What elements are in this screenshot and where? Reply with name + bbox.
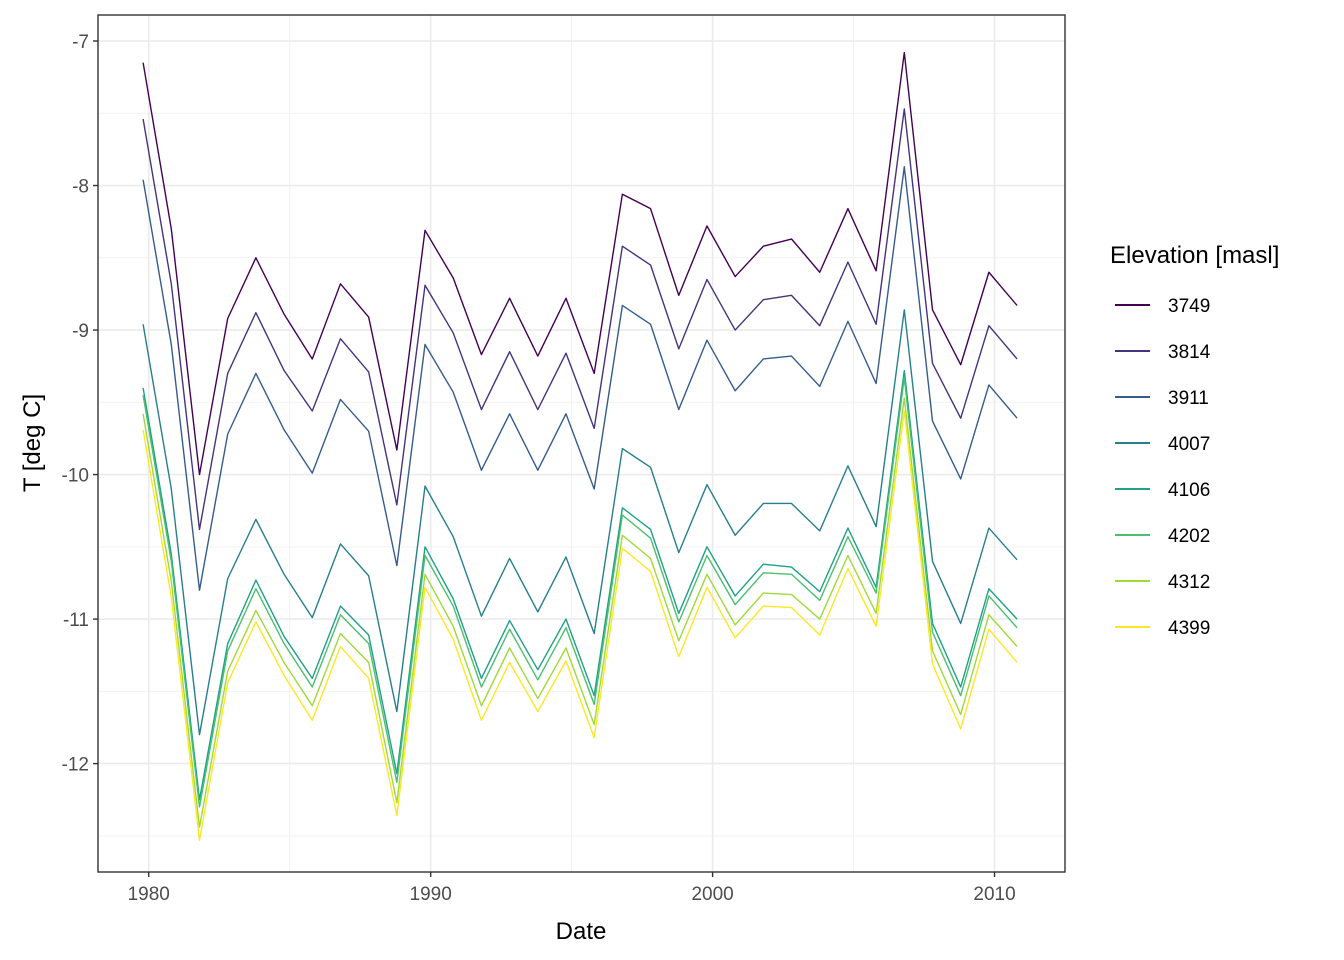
legend-label-3814: 3814	[1168, 342, 1211, 363]
series-line-4106	[142, 369, 1018, 801]
series-line-4312	[142, 397, 1018, 828]
legend-label-4399: 4399	[1168, 618, 1210, 639]
y-tick-label: -9	[72, 321, 89, 342]
x-axis: 1980 1990 2000 2010	[128, 872, 1016, 905]
legend-label-4312: 4312	[1168, 572, 1210, 593]
legend: Elevation [masl] 3749 3814 3911 4007 4106 420…	[1110, 242, 1279, 639]
legend-label-4007: 4007	[1168, 434, 1210, 455]
series-line-3749	[142, 51, 1018, 476]
legend-label-3911: 3911	[1168, 388, 1209, 409]
y-tick-label: -12	[62, 755, 89, 776]
series-line-3814	[142, 108, 1018, 531]
x-tick-label: 2010	[973, 884, 1015, 905]
x-tick-label: 1980	[128, 884, 170, 905]
series-line-3911	[142, 166, 1018, 591]
series-line-4399	[142, 410, 1018, 841]
x-tick-label: 1990	[410, 884, 452, 905]
plot-panel	[97, 14, 1066, 873]
panel-border	[97, 14, 1066, 873]
legend-title: Elevation [masl]	[1110, 242, 1279, 269]
legend-label-4202: 4202	[1168, 526, 1210, 547]
panel-background	[98, 15, 1065, 872]
y-axis: -12 -11 -10 -9 -8 -7	[62, 32, 98, 776]
legend-label-3749: 3749	[1168, 296, 1210, 317]
series-line-4202	[142, 377, 1018, 808]
legend-label-4106: 4106	[1168, 480, 1210, 501]
x-axis-title: Date	[556, 918, 607, 945]
y-tick-label: -11	[63, 610, 89, 631]
y-tick-label: -7	[72, 32, 89, 53]
y-tick-label: -8	[72, 177, 89, 198]
y-axis-title: T [deg C]	[19, 394, 46, 492]
y-tick-label: -10	[62, 466, 89, 487]
series-line-4007	[142, 309, 1018, 736]
x-tick-label: 2000	[691, 884, 733, 905]
